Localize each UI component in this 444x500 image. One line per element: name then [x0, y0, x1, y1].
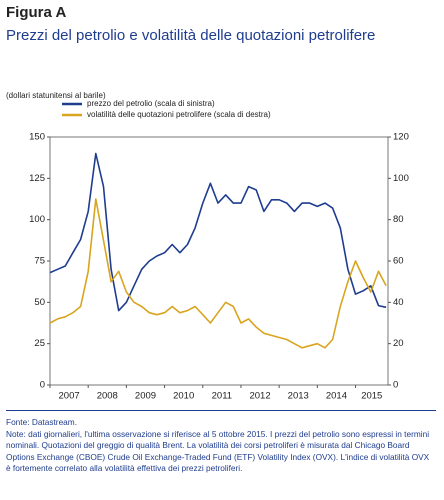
y-tick-label: 100	[29, 214, 45, 225]
y2-tick-label: 100	[393, 173, 409, 184]
series-line	[49, 152, 387, 312]
y-tick-label: 150	[29, 132, 45, 143]
chart-title: Figura A	[6, 4, 67, 21]
divider	[6, 410, 436, 411]
x-tick-label: 2008	[97, 391, 118, 402]
y2-tick-label: 80	[393, 214, 404, 225]
x-tick-label: 2009	[135, 391, 156, 402]
x-tick-label: 2010	[173, 391, 194, 402]
y-tick-label: 125	[29, 173, 45, 184]
y-axis-label: (dollari statunitensi al barile)	[6, 91, 106, 100]
y-tick-label: 75	[34, 256, 45, 267]
x-tick-label: 2007	[59, 391, 80, 402]
source: Fonte: Datastream.	[6, 417, 78, 427]
x-tick-label: 2013	[288, 391, 309, 402]
x-tick-label: 2011	[212, 391, 232, 402]
y-tick-label: 25	[34, 338, 45, 349]
y-tick-label: 0	[40, 380, 45, 391]
x-tick-label: 2015	[361, 391, 382, 402]
y2-tick-label: 60	[393, 256, 404, 267]
chart-subtitle: Prezzi del petrolio e volatilità delle q…	[6, 27, 376, 44]
legend-label: volatilità delle quotazioni petrolifere …	[87, 110, 271, 119]
y-tick-label: 50	[34, 297, 45, 308]
chart: (dollari statunitensi al barile) 0 25 50 75…	[6, 91, 409, 402]
y2-tick-label: 20	[393, 338, 404, 349]
y2-tick-label: 40	[393, 297, 404, 308]
legend-label: prezzo del petrolio (scala di sinistra)	[87, 99, 215, 108]
x-tick-label: 2014	[326, 391, 347, 402]
notes: Fonte: Datastream. Note: dati giornalier…	[6, 417, 434, 475]
y2-tick-label: 0	[393, 380, 398, 391]
y2-tick-label: 120	[393, 132, 409, 143]
x-tick-label: 2012	[249, 391, 270, 402]
note: Note: dati giornalieri, l'ultima osserva…	[6, 428, 430, 474]
series-line	[49, 198, 387, 349]
